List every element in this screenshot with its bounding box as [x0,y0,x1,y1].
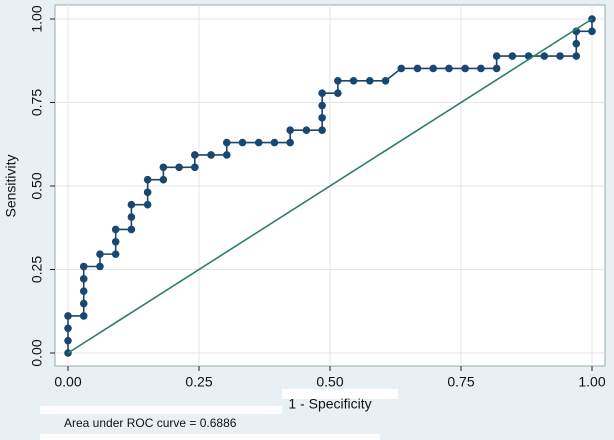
strip [282,389,398,399]
marker [111,237,120,246]
strip [40,406,282,414]
marker [96,262,104,271]
x-tick-label: 0.50 [316,374,343,390]
marker [477,64,485,73]
marker [143,175,152,184]
marker [143,188,152,197]
note: Area under ROC curve = 0.6886 [64,416,237,430]
y-tick-label: 0.00 [29,339,45,366]
marker [143,200,152,209]
marker [175,163,183,172]
marker [286,138,294,147]
y-tick-label: 1.00 [29,5,45,32]
marker [79,287,88,296]
marker [79,262,88,271]
marker [508,52,517,60]
marker [429,64,438,73]
marker [397,64,406,73]
marker [445,64,453,73]
marker [461,64,469,73]
marker [191,163,199,172]
x-axis-title: 1 - Specificity [288,396,371,412]
marker [127,225,136,234]
marker [381,76,390,85]
y-tick-label: 0.75 [29,89,45,116]
marker [159,163,168,172]
x-tick-label: 1.00 [578,374,605,390]
marker [334,89,342,97]
marker [572,52,581,60]
series-line [67,18,593,354]
marker [572,39,581,48]
marker [79,312,88,320]
marker [96,250,104,258]
marker [413,64,422,73]
marker [270,138,279,147]
marker [318,89,326,97]
marker [492,64,501,73]
marker [366,76,374,85]
marker [127,213,136,221]
y-axis-title: Sensitivity [3,154,19,217]
y-tick-label: 0.50 [29,172,45,199]
marker [79,299,88,308]
marker [318,114,326,122]
marker [64,336,72,345]
marker [588,27,596,36]
marker [334,76,342,85]
marker [349,76,358,85]
marker [302,126,311,135]
marker [556,52,564,60]
marker [64,312,72,320]
marker [222,138,231,147]
marker [191,151,199,159]
marker [111,225,120,234]
marker [286,126,294,135]
marker [127,200,136,209]
marker [318,101,326,110]
x-tick-label: 0.00 [54,374,81,390]
marker [238,138,247,147]
marker [318,126,326,135]
y-tick-label: 0.25 [29,256,45,283]
marker [79,275,88,283]
marker [254,138,263,147]
marker [159,175,168,184]
strip [40,434,380,440]
x-tick-label: 0.75 [447,374,474,390]
marker [111,250,120,258]
marker [64,324,72,333]
marker [222,151,231,159]
x-tick-label: 0.25 [185,374,212,390]
marker [492,52,501,60]
marker [207,151,215,159]
marker [540,52,549,60]
